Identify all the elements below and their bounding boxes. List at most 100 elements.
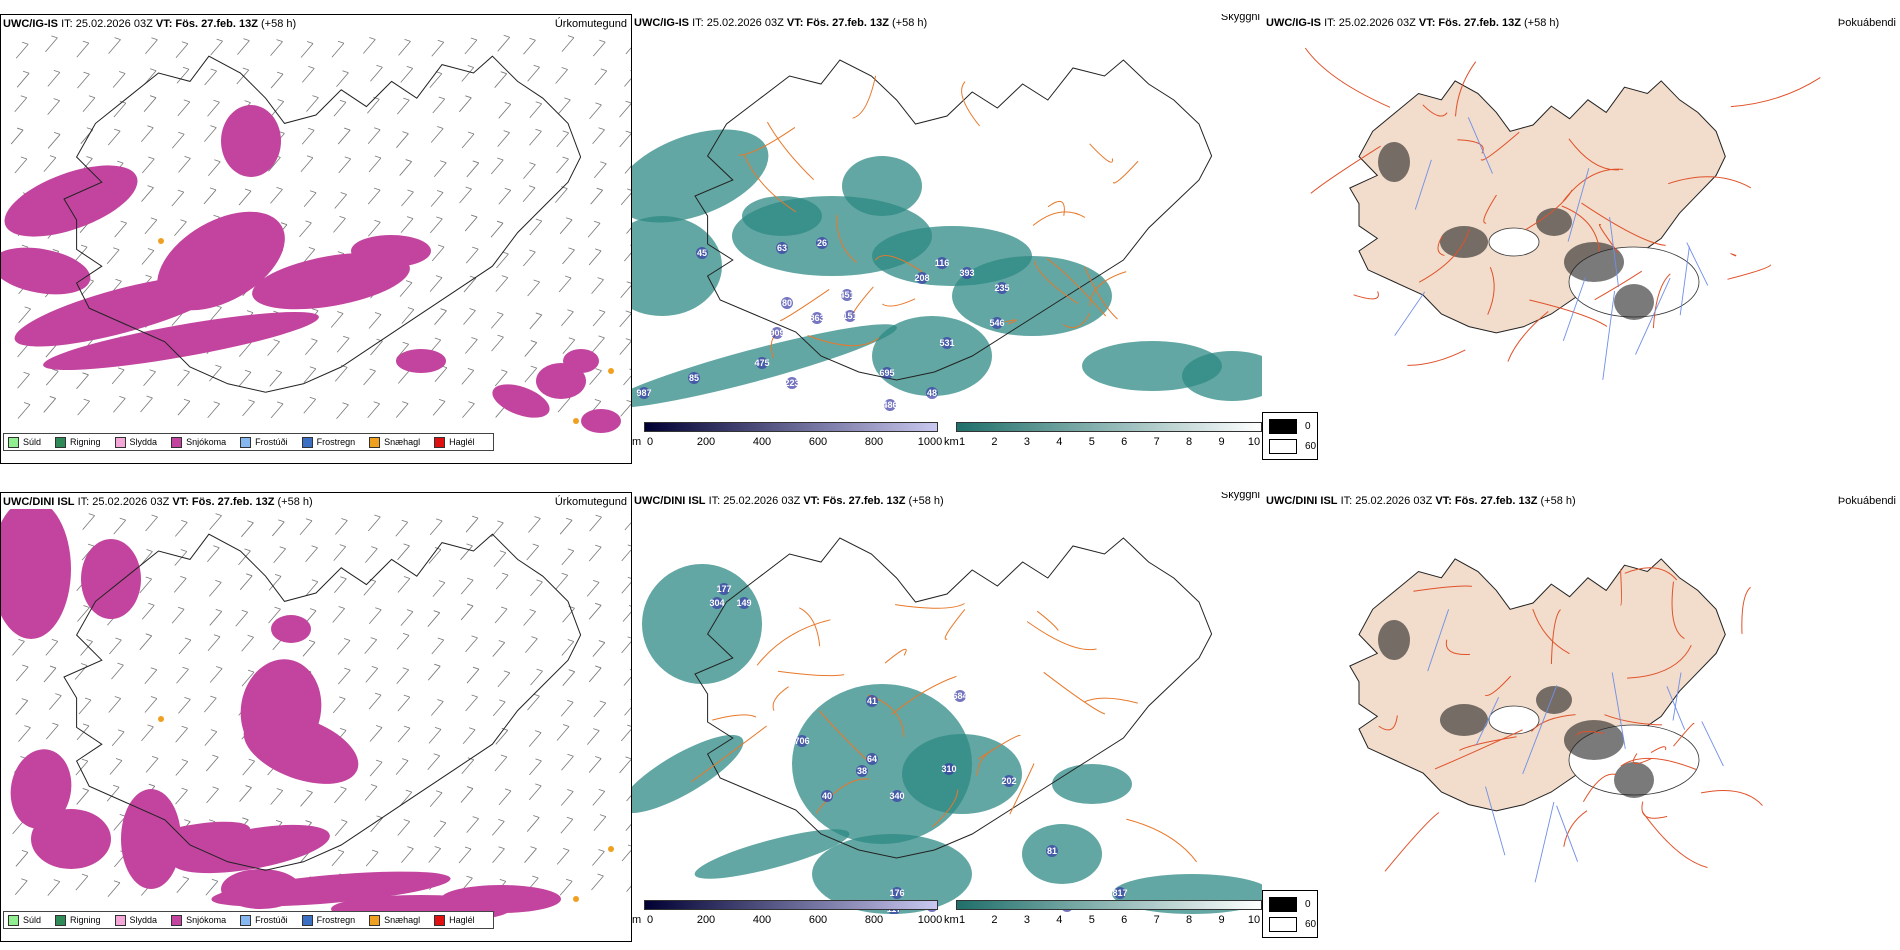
wind-barb xyxy=(619,100,631,118)
visibility-value: 45 xyxy=(697,248,707,258)
wind-barb xyxy=(464,37,478,55)
wind-barb xyxy=(492,699,506,717)
wind-barb xyxy=(619,130,631,148)
visibility-value: 817 xyxy=(1112,888,1127,898)
road xyxy=(1624,567,1678,581)
model-name: UWC/DINI ISL xyxy=(3,496,75,508)
wind-barb xyxy=(301,127,315,145)
obs-marker xyxy=(866,753,878,765)
wind-barb xyxy=(427,663,441,681)
wind-barb xyxy=(464,214,478,232)
wind-barb xyxy=(177,99,191,117)
wind-barb xyxy=(302,246,316,264)
road xyxy=(1043,671,1106,715)
wind-barb xyxy=(461,65,475,82)
fog-area xyxy=(1536,686,1572,714)
wind-barb xyxy=(624,699,631,716)
legend-item: Frostregn xyxy=(301,436,355,448)
panel-title: Þokuábendi xyxy=(1837,495,1896,507)
wind-barb xyxy=(305,545,318,562)
wind-barb xyxy=(332,696,346,714)
wind-barb xyxy=(175,725,188,743)
wind-barb xyxy=(140,395,153,413)
wind-barb xyxy=(14,95,28,113)
wind-barb xyxy=(209,666,223,683)
wind-barb xyxy=(206,786,219,804)
wind-barb xyxy=(45,368,59,386)
wind-barb xyxy=(49,693,62,710)
precip-type-map-row2: UWC/DINI ISL IT: 25.02.2026 03Z VT: Fös.… xyxy=(0,492,632,942)
model-name: UWC/IG-IS xyxy=(3,18,58,30)
wind-barb xyxy=(463,308,476,325)
river xyxy=(1414,159,1432,210)
wind-barb xyxy=(269,369,283,387)
wind-barb xyxy=(205,754,219,772)
tick-label: 4 xyxy=(1056,436,1063,448)
wind-barb xyxy=(465,694,478,712)
road xyxy=(1084,266,1118,320)
legend-swatch xyxy=(8,914,19,926)
height-colorbar xyxy=(644,422,938,432)
wind-barb xyxy=(495,572,509,590)
glacier-area xyxy=(1488,705,1540,735)
road xyxy=(895,603,965,609)
snowfall-area xyxy=(441,885,561,913)
wind-barb xyxy=(559,217,573,235)
panel-title: Úrkomutegund xyxy=(554,496,627,508)
legend-label: Rigning xyxy=(70,915,101,925)
visibility-value: 310 xyxy=(941,764,956,774)
visibility-value: 202 xyxy=(1001,776,1016,786)
fog-legend-row1: 0 60 xyxy=(1262,412,1318,460)
panel-header: UWC/DINI ISL IT: 25.02.2026 03Z VT: Fös.… xyxy=(1264,492,1900,510)
road xyxy=(1063,312,1091,329)
wind-barb xyxy=(400,216,414,233)
road xyxy=(1032,211,1086,226)
wind-barb xyxy=(47,69,61,87)
road xyxy=(1652,273,1671,329)
river xyxy=(1666,686,1686,730)
visibility-value: 475 xyxy=(754,358,769,368)
wind-barb xyxy=(209,513,222,530)
river xyxy=(1701,721,1724,767)
precip-type-map-row1: UWC/IG-IS IT: 25.02.2026 03Z VT: Fös. 27… xyxy=(0,14,632,464)
valid-time: Fös. 27.feb. 13Z xyxy=(1438,17,1521,29)
wind-barb xyxy=(332,606,345,623)
wind-barb xyxy=(593,700,607,718)
obs-marker xyxy=(941,337,953,349)
wind-barb xyxy=(427,610,441,627)
wind-barb xyxy=(492,818,505,836)
road xyxy=(1673,722,1695,747)
wind-barb xyxy=(429,275,443,292)
wind-barb xyxy=(530,668,543,686)
low-visibility-area xyxy=(872,316,992,396)
snowfall-area xyxy=(1,247,91,295)
wind-barb xyxy=(434,308,447,325)
wind-barb xyxy=(47,98,60,115)
wind-barb xyxy=(47,132,61,149)
visibility-value: 41 xyxy=(867,696,877,706)
wind-barb xyxy=(556,724,570,741)
wind-barb xyxy=(333,99,347,117)
road xyxy=(1009,763,1035,815)
wind-barb xyxy=(528,516,541,533)
legend-item: Frostúði xyxy=(240,436,288,448)
visibility-value: 208 xyxy=(914,273,929,283)
panel-title: Skyggni xyxy=(1220,14,1260,23)
visibility-value: 340 xyxy=(889,791,904,801)
wind-barb xyxy=(588,544,602,562)
panel-title: Þokuábendi xyxy=(1837,17,1896,29)
wind-barb xyxy=(336,402,349,420)
fog-area xyxy=(1536,208,1572,236)
fog-swatch-light xyxy=(1269,917,1297,932)
obs-marker xyxy=(936,257,948,269)
road xyxy=(932,789,959,828)
low-visibility-area xyxy=(1182,351,1262,401)
obs-marker xyxy=(891,887,903,899)
wind-barb xyxy=(15,850,29,867)
snowfall-area xyxy=(4,165,138,237)
wind-barb xyxy=(144,696,158,713)
wind-barb xyxy=(624,513,631,531)
wind-barb xyxy=(106,247,120,264)
wind-barb xyxy=(493,550,507,567)
snowfall-area xyxy=(157,211,285,311)
